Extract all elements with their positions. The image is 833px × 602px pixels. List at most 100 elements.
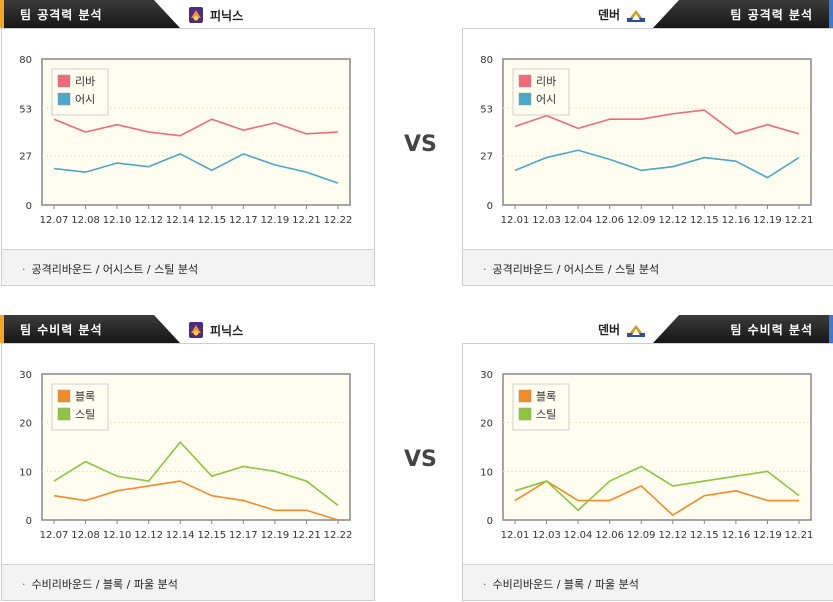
section-title: 팀 공격력 분석 bbox=[730, 8, 813, 22]
legend-label: 스틸 bbox=[536, 408, 556, 421]
x-tick-label: 12.19 bbox=[261, 215, 290, 226]
header-tab bbox=[653, 0, 829, 28]
section-title: 팀 수비력 분석 bbox=[20, 323, 103, 337]
header-tab bbox=[4, 315, 180, 343]
x-tick-label: 12.12 bbox=[134, 215, 163, 226]
left-team-label: 피닉스 bbox=[188, 6, 243, 24]
y-tick-label: 30 bbox=[19, 370, 32, 381]
x-tick-label: 12.10 bbox=[103, 530, 132, 541]
legend-swatch bbox=[518, 407, 532, 421]
right-team-label: 덴버 bbox=[598, 321, 646, 338]
header-tab bbox=[4, 0, 180, 28]
x-tick-label: 12.15 bbox=[197, 215, 226, 226]
team-name: 덴버 bbox=[598, 323, 621, 337]
defense-header-right: 팀 수비력 분석 bbox=[653, 315, 833, 343]
legend-label: 어시 bbox=[536, 93, 556, 106]
section-title: 팀 수비력 분석 bbox=[730, 323, 813, 337]
x-tick-label: 12.19 bbox=[753, 215, 782, 226]
x-tick-label: 12.15 bbox=[197, 530, 226, 541]
x-tick-label: 12.04 bbox=[564, 530, 593, 541]
x-tick-label: 12.06 bbox=[595, 530, 624, 541]
x-tick-label: 12.12 bbox=[134, 530, 163, 541]
x-tick-label: 12.19 bbox=[753, 530, 782, 541]
series-line-1 bbox=[53, 480, 339, 521]
x-tick-label: 12.22 bbox=[324, 215, 353, 226]
accent-bar bbox=[0, 0, 4, 28]
series-line-1 bbox=[514, 109, 800, 135]
y-tick-label: 80 bbox=[480, 55, 493, 66]
accent-bar bbox=[829, 0, 833, 28]
legend-swatch bbox=[518, 74, 532, 88]
x-tick-label: 12.14 bbox=[166, 215, 195, 226]
attack-header-left: 팀 공격력 분석 bbox=[0, 0, 180, 28]
x-tick-label: 12.22 bbox=[324, 530, 353, 541]
vs-label: VS bbox=[404, 132, 437, 157]
legend-swatch bbox=[57, 74, 71, 88]
x-tick-label: 12.15 bbox=[690, 215, 719, 226]
x-tick-label: 12.07 bbox=[40, 530, 69, 541]
legend-label: 어시 bbox=[75, 93, 95, 106]
x-tick-label: 12.03 bbox=[532, 530, 561, 541]
y-tick-label: 30 bbox=[480, 370, 493, 381]
x-tick-label: 12.16 bbox=[722, 215, 751, 226]
team-name: 피닉스 bbox=[210, 323, 244, 338]
defense-header-left: 팀 수비력 분석 bbox=[0, 315, 180, 343]
y-tick-label: 80 bbox=[19, 55, 32, 66]
x-tick-label: 12.17 bbox=[229, 215, 258, 226]
legend-swatch bbox=[57, 407, 71, 421]
denver-logo-icon bbox=[627, 324, 646, 337]
vs-label: VS bbox=[404, 447, 437, 472]
y-tick-label: 53 bbox=[19, 104, 32, 115]
y-tick-label: 53 bbox=[480, 104, 493, 115]
accent-bar bbox=[0, 315, 4, 343]
series-line-2 bbox=[53, 153, 339, 184]
x-tick-label: 12.17 bbox=[229, 530, 258, 541]
section-title: 팀 공격력 분석 bbox=[20, 8, 103, 22]
header-tab bbox=[653, 315, 829, 343]
x-tick-label: 12.09 bbox=[627, 530, 656, 541]
team-name: 피닉스 bbox=[210, 8, 244, 23]
legend-label: 리바 bbox=[536, 75, 556, 88]
phoenix-logo-icon bbox=[189, 7, 203, 23]
y-tick-label: 27 bbox=[19, 152, 32, 163]
series-line-2 bbox=[514, 465, 800, 512]
legend-swatch bbox=[518, 389, 532, 403]
footer-text: 공격리바운드 / 어시스트 / 스틸 분석 bbox=[492, 263, 660, 276]
x-tick-label: 12.08 bbox=[71, 530, 100, 541]
y-tick-label: 27 bbox=[480, 152, 493, 163]
legend-label: 블록 bbox=[536, 390, 556, 403]
x-tick-label: 12.03 bbox=[532, 215, 561, 226]
plot-area bbox=[41, 58, 351, 206]
legend-swatch bbox=[57, 92, 71, 106]
x-tick-label: 12.04 bbox=[564, 215, 593, 226]
y-tick-label: 0 bbox=[26, 516, 32, 527]
legend-label: 스틸 bbox=[75, 408, 95, 421]
x-tick-label: 12.01 bbox=[501, 530, 530, 541]
y-tick-label: 0 bbox=[26, 201, 32, 212]
x-tick-label: 12.19 bbox=[261, 530, 290, 541]
x-tick-label: 12.21 bbox=[292, 530, 321, 541]
legend-label: 리바 bbox=[75, 75, 95, 88]
attack-header-right: 팀 공격력 분석 bbox=[653, 0, 833, 28]
phoenix-defense-panel: 0 10 20 30 12.07 12.08 12.10 12.12 12.14 12.15 12.… bbox=[1, 343, 375, 601]
y-tick-label: 0 bbox=[487, 516, 493, 527]
x-tick-label: 12.08 bbox=[71, 215, 100, 226]
series-line-1 bbox=[514, 480, 799, 516]
footer-text: 수비리바운드 / 블록 / 파울 분석 bbox=[492, 578, 639, 591]
x-tick-label: 12.14 bbox=[166, 530, 195, 541]
accent-bar bbox=[829, 315, 833, 343]
x-tick-label: 12.12 bbox=[658, 215, 687, 226]
x-tick-label: 12.21 bbox=[292, 215, 321, 226]
denver-logo-icon bbox=[627, 9, 646, 22]
legend-swatch bbox=[518, 92, 532, 106]
panel-footer: · 수비리바운드 / 블록 / 파울 분석 bbox=[2, 564, 374, 600]
phoenix-logo-icon bbox=[189, 322, 203, 338]
y-tick-label: 0 bbox=[487, 201, 493, 212]
